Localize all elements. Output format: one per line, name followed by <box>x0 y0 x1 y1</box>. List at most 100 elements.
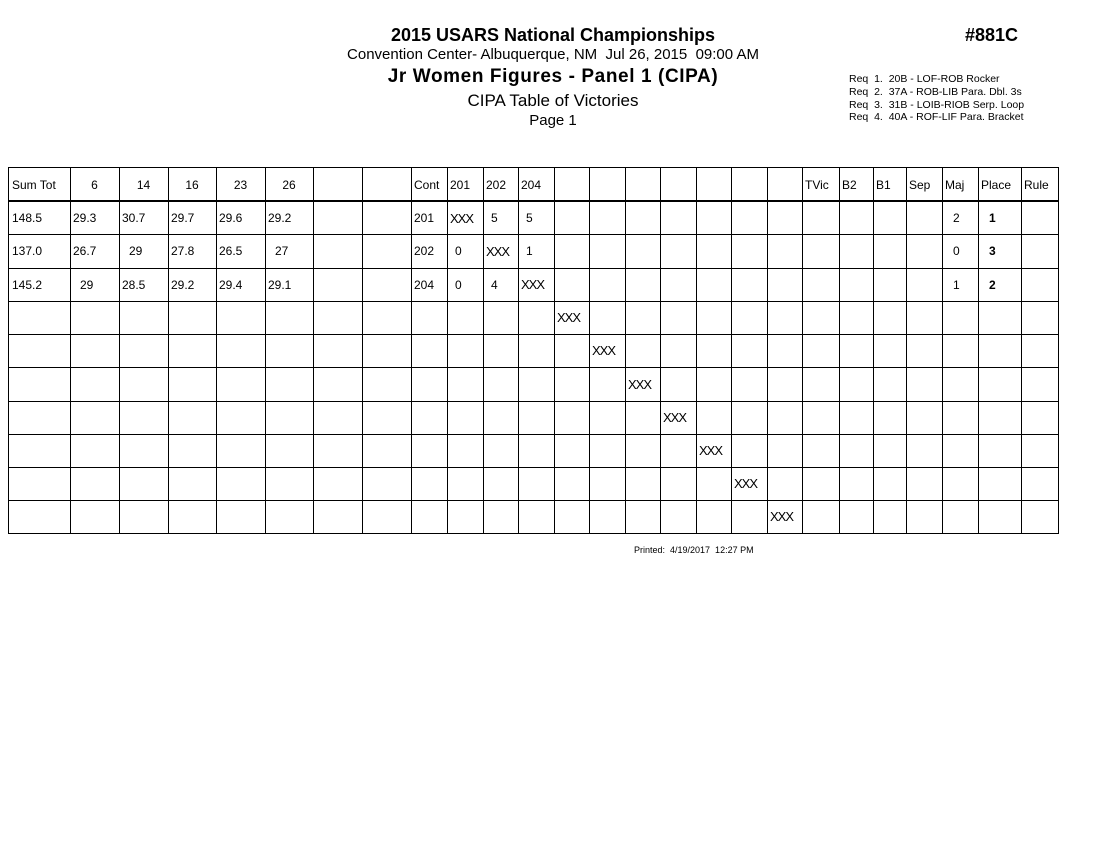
header-cell: 6 <box>70 167 120 202</box>
table-cell <box>447 500 484 534</box>
table-cell <box>447 434 484 468</box>
header-cell: 23 <box>216 167 266 202</box>
table-cell: 0 <box>447 234 484 269</box>
table-cell <box>942 401 979 435</box>
table-cell <box>731 334 768 368</box>
table-cell <box>313 301 363 335</box>
table-cell <box>873 334 907 368</box>
table-cell <box>313 200 363 235</box>
table-cell <box>660 334 697 368</box>
table-cell <box>313 434 363 468</box>
table-cell <box>411 467 448 501</box>
event: Jr Women Figures - Panel 1 (CIPA) <box>387 66 719 87</box>
table-cell <box>265 401 314 435</box>
table-cell <box>873 401 907 435</box>
table-cell <box>731 367 768 402</box>
table-cell <box>119 467 169 501</box>
table-cell: 29.7 <box>168 200 217 235</box>
table-cell <box>447 301 484 335</box>
table-cell <box>589 467 626 501</box>
table-cell <box>767 467 803 501</box>
table-cell: XXX <box>660 401 697 435</box>
table-cell <box>265 334 314 368</box>
table-cell <box>978 301 1022 335</box>
table-cell <box>1021 434 1059 468</box>
table-cell <box>589 500 626 534</box>
table-cell <box>483 301 519 335</box>
table-cell <box>313 367 363 402</box>
table-cell <box>362 234 412 269</box>
table-cell <box>839 234 874 269</box>
table-cell <box>483 401 519 435</box>
table-cell <box>1021 500 1059 534</box>
table-cell <box>168 401 217 435</box>
table-cell <box>8 301 71 335</box>
table-cell <box>589 367 626 402</box>
table-cell <box>70 467 120 501</box>
table-cell <box>839 301 874 335</box>
table-cell: 2 <box>942 200 979 235</box>
table-cell <box>518 500 555 534</box>
table-cell <box>313 467 363 501</box>
table-cell <box>554 500 590 534</box>
table-cell <box>589 200 626 235</box>
table-cell <box>696 401 732 435</box>
table-cell: XXX <box>483 234 519 269</box>
page-number: Page 1 <box>529 112 577 129</box>
table-cell <box>216 367 266 402</box>
table-cell <box>554 334 590 368</box>
table-cell <box>839 200 874 235</box>
table-cell <box>313 334 363 368</box>
table-cell <box>265 500 314 534</box>
venue: Convention Center- Albuquerque, NM Jul 2… <box>347 46 759 63</box>
table-cell <box>70 367 120 402</box>
table-cell <box>216 434 266 468</box>
table-cell <box>362 367 412 402</box>
table-cell: 2 <box>978 268 1022 302</box>
table-cell <box>802 234 840 269</box>
table-cell <box>168 500 217 534</box>
table-cell <box>483 434 519 468</box>
table-cell <box>168 301 217 335</box>
header-cell: 26 <box>265 167 314 202</box>
table-cell <box>767 434 803 468</box>
table-cell <box>411 500 448 534</box>
table-cell: 29.2 <box>265 200 314 235</box>
table-cell: XXX <box>625 367 661 402</box>
table-cell <box>731 301 768 335</box>
table-cell <box>411 334 448 368</box>
table-cell <box>767 401 803 435</box>
table-cell: 202 <box>411 234 448 269</box>
table-cell <box>660 434 697 468</box>
table-cell <box>216 500 266 534</box>
table-cell <box>625 268 661 302</box>
table-cell <box>119 367 169 402</box>
table-cell <box>906 500 943 534</box>
table-cell <box>978 467 1022 501</box>
table-cell <box>942 334 979 368</box>
code: #881C <box>965 25 1019 45</box>
table-cell <box>554 200 590 235</box>
table-cell <box>731 200 768 235</box>
table-cell <box>411 434 448 468</box>
table-cell: 3 <box>978 234 1022 269</box>
table-cell <box>518 301 555 335</box>
table-cell <box>839 467 874 501</box>
table-cell <box>362 401 412 435</box>
table-cell <box>483 367 519 402</box>
header-cell: B1 <box>873 167 907 202</box>
table-cell <box>589 234 626 269</box>
table-cell <box>660 200 697 235</box>
table-cell <box>8 467 71 501</box>
table-cell <box>589 301 626 335</box>
table-cell <box>554 401 590 435</box>
table-cell <box>906 401 943 435</box>
table-cell <box>978 334 1022 368</box>
table-cell: 29.4 <box>216 268 266 302</box>
table-cell <box>731 500 768 534</box>
table-cell: XXX <box>589 334 626 368</box>
table-cell <box>589 401 626 435</box>
table-cell <box>873 500 907 534</box>
table-cell <box>70 434 120 468</box>
